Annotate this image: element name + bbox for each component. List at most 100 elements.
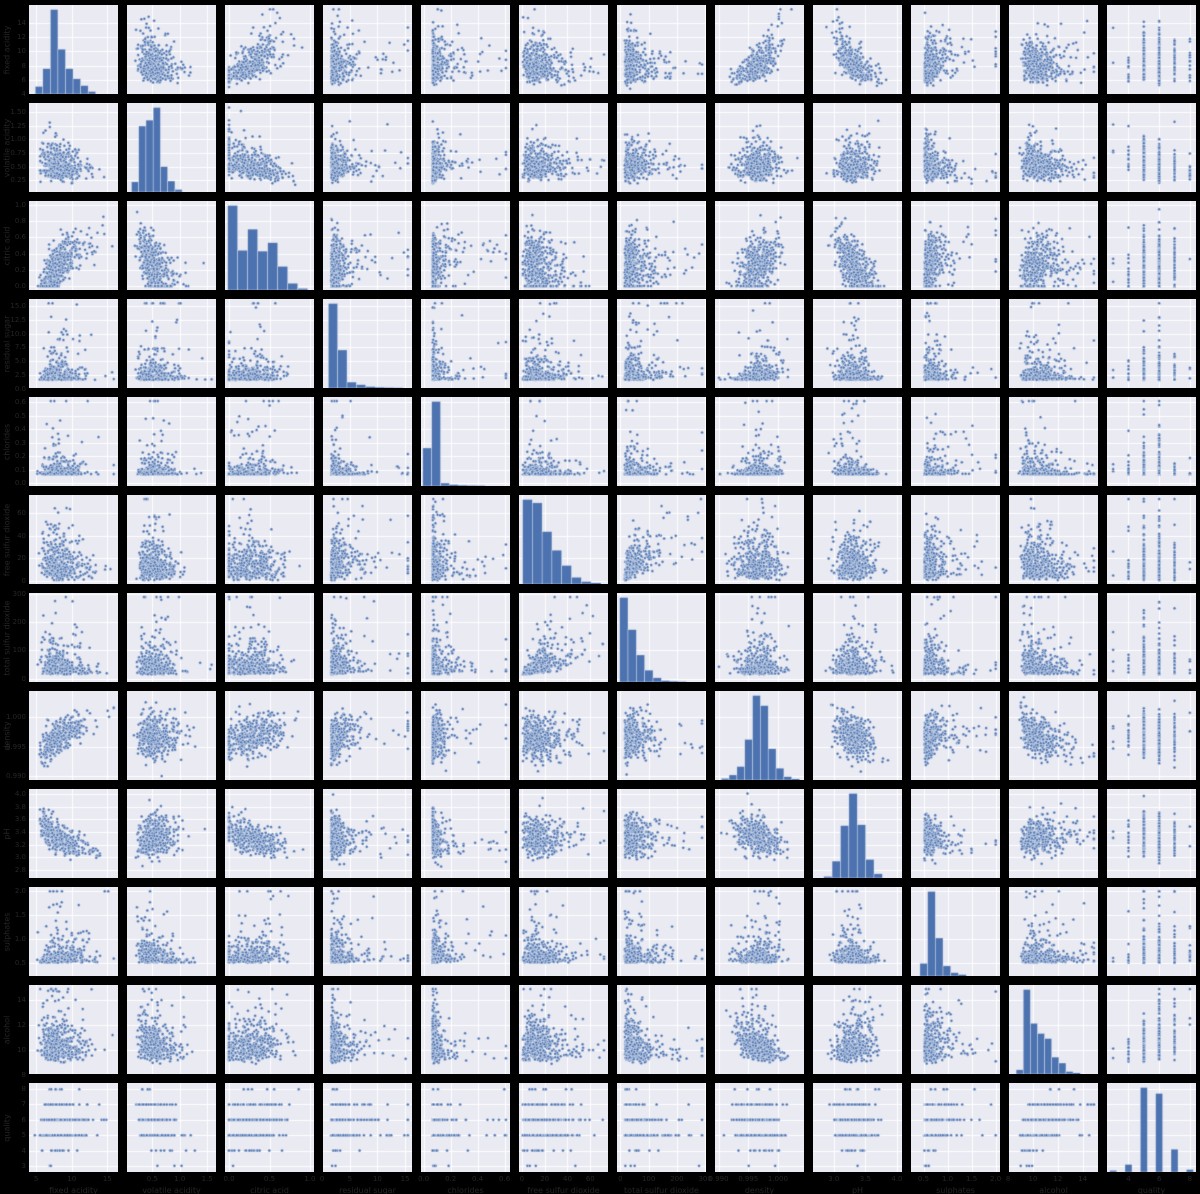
pairplot-cell-chlorides-vs-density: [715, 397, 804, 486]
y-tick-label: 20: [17, 554, 26, 563]
pairplot-cell-chlorides-vs-fixed_acidity: [29, 397, 118, 486]
scatter-panel: [519, 201, 608, 290]
scatter-panel: [519, 1083, 608, 1172]
y-tick-label: 12.5: [10, 315, 26, 324]
y-axis-label-free_sulfur_dioxide: free sulfur dioxide: [2, 503, 12, 576]
y-tick-label: 3.4: [14, 827, 26, 836]
scatter-panel: [715, 593, 804, 682]
pairplot-cell-fixed_acidity-vs-residual_sugar: [323, 5, 412, 94]
pairplot-cell-alcohol-vs-volatile_acidity: [127, 985, 216, 1074]
pairplot-cell-sulphates-vs-fixed_acidity: [29, 887, 118, 976]
y-tick-label: 8: [21, 1070, 26, 1079]
pairplot-cell-quality-vs-density: [715, 1083, 804, 1172]
pairplot-cell-total_sulfur_dioxide-vs-total_sulfur_dioxide: [617, 593, 706, 682]
scatter-panel: [1107, 495, 1196, 584]
y-tick-label: 0.25: [10, 176, 26, 185]
scatter-panel: [323, 397, 412, 486]
scatter-panel: [519, 5, 608, 94]
scatter-panel: [813, 593, 902, 682]
x-tick-label: 10: [372, 1175, 382, 1183]
pairplot-cell-chlorides-vs-free_sulfur_dioxide: [519, 397, 608, 486]
pairplot-cell-free_sulfur_dioxide-vs-residual_sugar: [323, 495, 412, 584]
y-tick-label: 0.2: [14, 452, 26, 461]
y-tick-label: 1.00: [10, 135, 26, 144]
scatter-panel: [421, 1083, 510, 1172]
y-tick-label: 300: [12, 589, 26, 598]
pairplot-cell-pH-vs-residual_sugar: [323, 789, 412, 878]
pairplot-cell-free_sulfur_dioxide-vs-volatile_acidity: [127, 495, 216, 584]
pairplot-cell-quality-vs-chlorides: [421, 1083, 510, 1172]
scatter-panel: [519, 691, 608, 780]
pairplot-cell-chlorides-vs-total_sulfur_dioxide: [617, 397, 706, 486]
pairplot-cell-total_sulfur_dioxide-vs-sulphates: [911, 593, 1000, 682]
x-tick-label: 8: [1187, 1175, 1193, 1183]
scatter-panel: [323, 985, 412, 1074]
scatter-panel: [29, 201, 118, 290]
pairplot-cell-pH-vs-free_sulfur_dioxide: [519, 789, 608, 878]
scatter-panel: [127, 789, 216, 878]
y-tick-label: 0.6: [14, 398, 26, 407]
y-tick-label: 0.75: [10, 148, 26, 157]
y-tick-label: 0.5: [14, 959, 26, 968]
pairplot-cell-chlorides-vs-quality: [1107, 397, 1196, 486]
scatter-panel: [617, 201, 706, 290]
pairplot-cell-fixed_acidity-vs-total_sulfur_dioxide: [617, 5, 706, 94]
scatter-panel: [617, 495, 706, 584]
x-tick-label: 3.0: [828, 1175, 840, 1183]
x-tick-label: 0.5: [263, 1175, 276, 1183]
pairplot-cell-quality-vs-residual_sugar: [323, 1083, 412, 1172]
scatter-panel: [1009, 1083, 1098, 1172]
pairplot-cell-free_sulfur_dioxide-vs-free_sulfur_dioxide: [519, 495, 608, 584]
scatter-panel: [617, 985, 706, 1074]
pairplot-cell-alcohol-vs-chlorides: [421, 985, 510, 1074]
scatter-panel: [1107, 299, 1196, 388]
y-axis-label-quality: quality: [2, 1113, 12, 1142]
scatter-panel: [1107, 593, 1196, 682]
scatter-panel: [1107, 887, 1196, 976]
y-tick-label: 5.0: [14, 357, 26, 366]
pairplot-cell-fixed_acidity-vs-density: [715, 5, 804, 94]
scatter-panel: [1009, 495, 1098, 584]
scatter-panel: [1009, 103, 1098, 192]
y-tick-label: 60: [17, 508, 26, 517]
pairplot-cell-residual_sugar-vs-density: [715, 299, 804, 388]
x-axis-label-residual_sugar: residual sugar: [339, 1186, 396, 1194]
pairplot-cell-density-vs-fixed_acidity: [29, 691, 118, 780]
scatter-panel: [715, 397, 804, 486]
scatter-panel: [813, 5, 902, 94]
pairplot-cell-free_sulfur_dioxide-vs-total_sulfur_dioxide: [617, 495, 706, 584]
pairplot-cell-volatile_acidity-vs-citric_acid: [225, 103, 314, 192]
y-tick-label: 0.2: [14, 265, 26, 274]
scatter-panel: [715, 201, 804, 290]
y-tick-label: 0.4: [14, 249, 26, 258]
pairplot-cell-residual_sugar-vs-citric_acid: [225, 299, 314, 388]
y-tick-label: 2.8: [14, 865, 26, 874]
scatter-panel: [715, 789, 804, 878]
y-tick-label: 3.8: [14, 802, 26, 811]
pairplot-cell-quality-vs-quality: [1107, 1083, 1196, 1172]
scatter-panel: [911, 201, 1000, 290]
scatter-panel: [911, 1083, 1000, 1172]
scatter-panel: [29, 1083, 118, 1172]
scatter-panel: [715, 103, 804, 192]
scatter-panel: [617, 1083, 706, 1172]
histogram-panel: [813, 789, 902, 878]
pairplot-cell-density-vs-sulphates: [911, 691, 1000, 780]
y-tick-label: 0.50: [10, 162, 26, 171]
scatter-panel: [29, 985, 118, 1074]
pairplot-cell-quality-vs-sulphates: [911, 1083, 1000, 1172]
pairplot-cell-free_sulfur_dioxide-vs-chlorides: [421, 495, 510, 584]
x-axis-label-chlorides: chlorides: [447, 1186, 484, 1194]
x-tick-label: 4: [1126, 1175, 1131, 1183]
scatter-panel: [29, 691, 118, 780]
x-tick-label: 0.5: [146, 1175, 158, 1183]
scatter-panel: [1107, 985, 1196, 1074]
y-axis-label-chlorides: chlorides: [2, 423, 12, 460]
y-tick-label: 40: [17, 531, 26, 540]
x-axis-label-total_sulfur_dioxide: total sulfur dioxide: [624, 1186, 699, 1194]
pairplot-cell-volatile_acidity-vs-free_sulfur_dioxide: [519, 103, 608, 192]
x-tick-label: 4.0: [891, 1175, 903, 1183]
pairplot-cell-free_sulfur_dioxide-vs-pH: [813, 495, 902, 584]
pairplot-cell-alcohol-vs-citric_acid: [225, 985, 314, 1074]
scatter-panel: [225, 1083, 314, 1172]
